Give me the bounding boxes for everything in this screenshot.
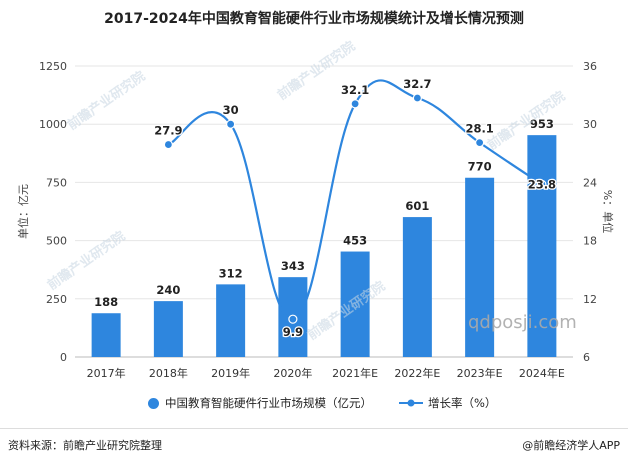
bar-value-label: 601 [405,199,429,213]
watermark-text: qdposji.com [468,312,577,333]
y-right-tick-label: 6 [583,351,590,364]
bar-value-label: 240 [156,283,180,297]
bar [465,177,495,357]
chart-title: 2017-2024年中国教育智能硬件行业市场规模统计及增长情况预测 [104,11,524,27]
y-right-tick-label: 30 [583,118,597,131]
bar-series [91,135,557,357]
x-tick-label: 2020年 [273,366,312,380]
bar-value-label: 312 [219,266,243,280]
data-labels: 188 240 312 343 453 601 770 953 27.9 30 9.9 32.1 32.… [94,76,557,341]
growth-rate-label: 9.9 [283,325,303,339]
x-tick-label: 2023年E [457,366,503,380]
growth-rate-label: 32.1 [341,83,369,97]
y-left-axis-label: 单位：亿元 [16,184,30,239]
y-right-axis-label: %：单位 [601,190,615,233]
y-right-tick-label: 18 [583,235,597,248]
axes: 0 250 500 750 1000 1250 6 12 18 24 30 36 单位：亿元 %：单位 20… [16,60,615,380]
legend-bar: 中国教育智能硬件行业市场规模（亿元） [148,395,372,411]
y-right-tick-label: 24 [583,176,597,189]
growth-rate-point [163,139,173,150]
y-left-tick-label: 1000 [39,118,67,131]
growth-rate-label: 32.7 [403,77,431,91]
growth-rate-label: 23.8 [528,177,556,191]
growth-rate-label: 28.1 [465,122,493,136]
y-left-tick-label: 1250 [39,60,67,73]
y-left-tick-label: 250 [46,293,67,306]
legend-bar-swatch [148,397,159,409]
y-left-tick-label: 750 [46,176,67,189]
legend-bar-label: 中国教育智能硬件行业市场规模（亿元） [165,396,372,410]
growth-rate-label: 30 [223,103,239,117]
bar-value-label: 453 [343,234,367,248]
x-tick-label: 2021年E [332,366,378,380]
bar [402,217,432,357]
bar [527,135,557,357]
brand-credit: @前瞻经济学人APP [522,439,620,452]
legend-line-label: 增长率（%） [428,396,497,410]
y-left-tick-label: 0 [60,351,67,364]
x-tick-label: 2024年E [519,366,565,380]
growth-rate-point [226,119,236,129]
legend-line-swatch [399,399,423,407]
bar-value-label: 953 [530,117,554,131]
line-series [163,79,547,324]
growth-rate-point [412,93,422,103]
bar-value-label: 188 [94,295,118,309]
bar [216,284,246,357]
y-right-tick-label: 12 [583,293,597,306]
growth-rate-point [537,179,547,189]
x-tick-label: 2017年 [87,366,126,380]
growth-rate-point [475,138,485,148]
growth-rate-label: 27.9 [154,124,182,138]
y-right-tick-label: 36 [583,60,597,73]
bar [340,251,370,357]
bar [91,313,121,357]
x-tick-label: 2022年E [394,366,440,380]
y-left-tick-label: 500 [46,235,67,248]
x-tick-label: 2018年 [149,366,188,380]
bar-value-label: 770 [468,160,492,174]
bar-value-label: 343 [281,259,305,273]
growth-rate-point [288,314,298,324]
source-note: 资料来源：前瞻产业研究院整理 [8,439,162,452]
legend-line: 增长率（%） [398,395,496,411]
bar [153,301,183,357]
x-tick-label: 2019年 [211,366,250,380]
growth-rate-point [350,99,360,109]
footer-divider [0,428,628,429]
